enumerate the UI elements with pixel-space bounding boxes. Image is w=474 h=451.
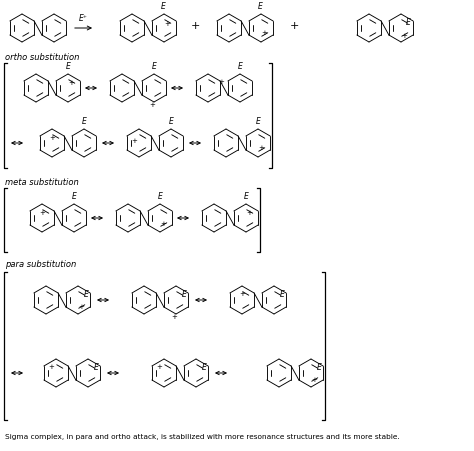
Text: +: + — [68, 80, 74, 86]
Text: E: E — [83, 290, 89, 299]
Text: +: + — [239, 291, 245, 297]
Text: E: E — [152, 62, 156, 71]
Text: E: E — [182, 290, 186, 299]
Text: E: E — [257, 2, 263, 11]
Text: +: + — [39, 210, 45, 216]
Text: +: + — [164, 21, 170, 27]
Text: +: + — [289, 21, 299, 31]
Text: E: E — [161, 2, 165, 11]
Text: +: + — [160, 221, 166, 227]
Text: E: E — [72, 192, 76, 201]
Text: +: + — [401, 33, 407, 39]
Text: +: + — [246, 210, 252, 216]
Text: E: E — [157, 192, 163, 201]
Text: E: E — [280, 290, 284, 299]
Text: +: + — [261, 30, 267, 36]
Text: +: + — [131, 138, 137, 144]
Text: E: E — [244, 192, 248, 201]
Text: E: E — [82, 117, 86, 126]
Text: +: + — [171, 314, 177, 320]
Text: E: E — [169, 117, 173, 126]
Text: +: + — [218, 79, 224, 85]
Text: E: E — [317, 363, 321, 372]
Text: ortho substitution: ortho substitution — [5, 53, 79, 62]
Text: +: + — [191, 21, 200, 31]
Text: +: + — [49, 135, 55, 141]
Text: +: + — [149, 102, 155, 108]
Text: E: E — [65, 62, 71, 71]
Text: +: + — [156, 364, 162, 370]
Text: E: E — [93, 363, 99, 372]
Text: para substitution: para substitution — [5, 260, 76, 269]
Text: E: E — [237, 62, 242, 71]
Text: meta substitution: meta substitution — [5, 178, 79, 187]
Text: E⁺: E⁺ — [79, 14, 87, 23]
Text: E: E — [201, 363, 207, 372]
Text: +: + — [48, 364, 54, 370]
Text: +: + — [311, 377, 317, 383]
Text: E: E — [406, 18, 410, 27]
Text: +: + — [78, 304, 84, 310]
Text: +: + — [258, 145, 264, 151]
Text: Sigma complex, in para and ortho attack, is stabilized with more resonance struc: Sigma complex, in para and ortho attack,… — [5, 434, 400, 440]
Text: E: E — [255, 117, 260, 126]
